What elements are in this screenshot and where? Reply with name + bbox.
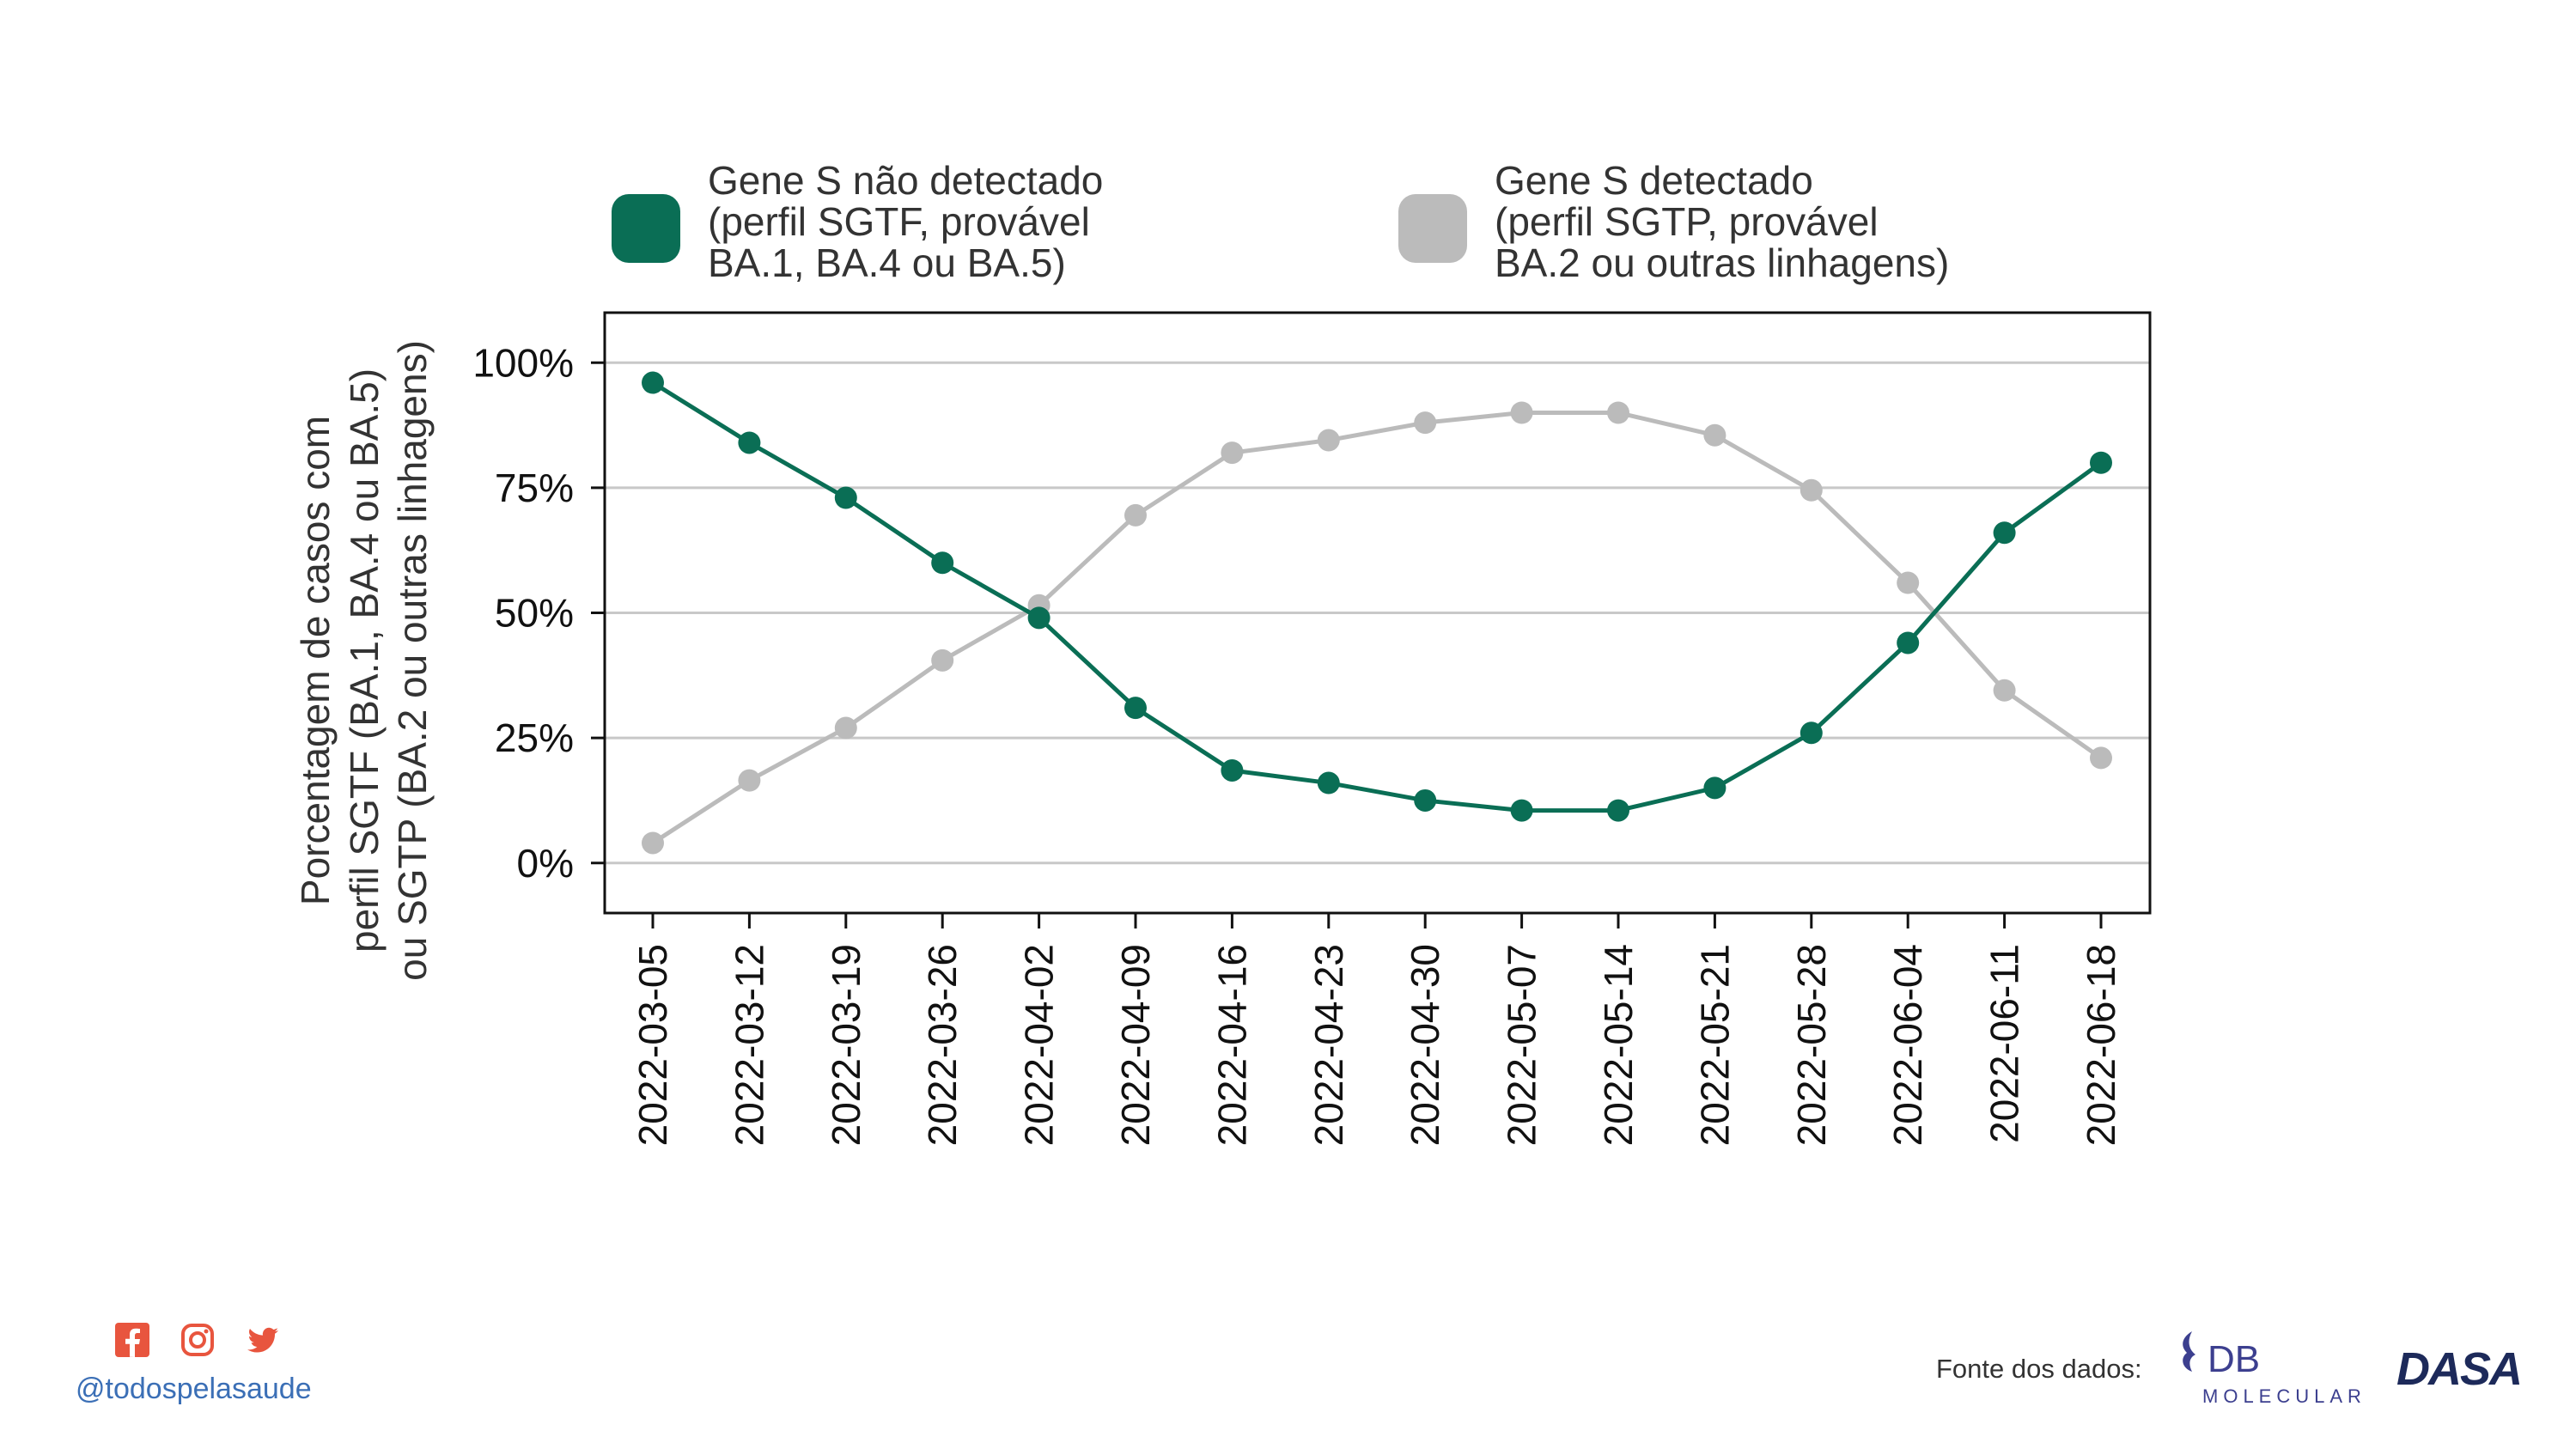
series-point-1 <box>1703 423 1726 447</box>
series-line-0 <box>651 381 2103 813</box>
y-axis-title-line3: ou SGTP (BA.2 ou outras linhagens) <box>390 340 435 981</box>
legend: Gene S não detectado (perfil SGTF, prová… <box>612 158 1949 285</box>
series-point-0 <box>738 431 761 454</box>
series-point-1 <box>1510 401 1533 424</box>
y-tick-label: 50% <box>495 591 574 636</box>
legend-label-sgtp-line3: BA.2 ou outras linhagens) <box>1495 240 1949 285</box>
legend-label-sgtf-line3: BA.1, BA.4 ou BA.5) <box>708 240 1066 285</box>
dasa-logo-word: DASA <box>2396 1343 2521 1393</box>
series-point-1 <box>1221 441 1244 465</box>
y-tick-label: 25% <box>495 715 574 760</box>
x-tick-label: 2022-03-26 <box>920 944 965 1146</box>
series-point-1 <box>2090 746 2112 770</box>
legend-item-sgtf: Gene S não detectado (perfil SGTF, prová… <box>612 158 1103 285</box>
series-point-0 <box>1897 631 1920 654</box>
y-tick-label: 0% <box>517 841 574 886</box>
x-tick-label: 2022-03-12 <box>727 944 771 1146</box>
social-icons <box>115 1323 280 1357</box>
series-point-1 <box>1993 679 2016 702</box>
y-axis-title-line2: perfil SGTF (BA.1, BA.4 ou BA.5) <box>342 368 387 953</box>
legend-item-sgtp: Gene S detectado (perfil SGTP, provável … <box>1398 158 1949 285</box>
series-line-1 <box>651 411 2103 845</box>
x-tick-label: 2022-05-14 <box>1596 944 1641 1146</box>
x-tick-label: 2022-04-30 <box>1403 944 1447 1146</box>
series-point-0 <box>1510 799 1533 822</box>
series-point-1 <box>931 648 954 672</box>
legend-label-sgtf-line2: (perfil SGTF, provável <box>708 199 1090 244</box>
data-source-label: Fonte dos dados: <box>1936 1354 2142 1384</box>
x-tick-label: 2022-05-21 <box>1692 944 1737 1146</box>
db-logo-letters: DB <box>2208 1338 2260 1380</box>
facebook-icon[interactable] <box>115 1323 149 1357</box>
series-point-1 <box>1317 429 1340 452</box>
series-point-0 <box>1124 697 1147 720</box>
legend-label-sgtp-line2: (perfil SGTP, provável <box>1495 199 1879 244</box>
db-logo-word: MOLECULAR <box>2202 1385 2366 1407</box>
x-tick-label: 2022-04-09 <box>1113 944 1158 1146</box>
x-tick-label: 2022-05-28 <box>1789 944 1834 1146</box>
series-point-0 <box>834 486 857 509</box>
y-tick-label: 75% <box>495 466 574 510</box>
series-point-0 <box>1703 776 1726 800</box>
twitter-icon[interactable] <box>246 1323 280 1357</box>
grid-lines <box>605 361 2150 865</box>
db-molecular-logo: DB MOLECULAR <box>2173 1327 2371 1409</box>
series-point-0 <box>1993 521 2016 545</box>
series-point-1 <box>1897 571 1920 594</box>
x-tick-label: 2022-04-02 <box>1017 944 1062 1146</box>
series-point-1 <box>1607 401 1629 424</box>
series-point-1 <box>738 769 761 792</box>
social-handle[interactable]: @todospelasaude <box>76 1373 312 1405</box>
x-tick-label: 2022-06-04 <box>1885 944 1930 1146</box>
legend-swatch-sgtf <box>612 194 680 263</box>
series-point-0 <box>1414 788 1437 812</box>
series-point-1 <box>1414 411 1437 435</box>
x-tick-label: 2022-05-07 <box>1500 944 1544 1146</box>
series-point-1 <box>834 716 857 740</box>
plot-frame <box>603 311 2152 915</box>
series-point-0 <box>1607 799 1629 822</box>
axes: 0% 25% 50% 75% 100% 2022-03-05 2022-03-12 2022-… <box>472 340 2123 1146</box>
x-tick-label: 2022-04-16 <box>1209 944 1254 1146</box>
series-point-0 <box>1027 606 1050 630</box>
y-axis-title-line1: Porcentagem de casos com <box>293 416 338 905</box>
x-tick-label: 2022-06-18 <box>2079 944 2123 1146</box>
x-tick-label: 2022-06-11 <box>1982 944 2027 1143</box>
series-point-1 <box>1800 478 1823 502</box>
series-point-0 <box>1800 721 1823 745</box>
instagram-icon[interactable] <box>180 1323 215 1357</box>
series-point-0 <box>931 551 954 575</box>
x-tick-label: 2022-03-19 <box>824 944 868 1146</box>
series-point-1 <box>642 831 664 855</box>
legend-label-sgtf-line1: Gene S não detectado <box>708 158 1103 203</box>
legend-label-sgtp-line1: Gene S detectado <box>1495 158 1813 203</box>
series-point-0 <box>2090 451 2112 474</box>
series-point-0 <box>1317 771 1340 795</box>
series-point-0 <box>642 371 664 394</box>
series <box>642 371 2112 855</box>
series-point-1 <box>1124 503 1147 527</box>
x-tick-label: 2022-03-05 <box>630 944 675 1146</box>
legend-swatch-sgtp <box>1398 194 1467 263</box>
dasa-logo: DASA <box>2396 1342 2534 1395</box>
y-tick-label: 100% <box>472 340 574 385</box>
series-point-0 <box>1221 758 1244 782</box>
y-axis-title: Porcentagem de casos com perfil SGTF (BA… <box>293 340 435 981</box>
x-tick-label: 2022-04-23 <box>1306 944 1351 1146</box>
